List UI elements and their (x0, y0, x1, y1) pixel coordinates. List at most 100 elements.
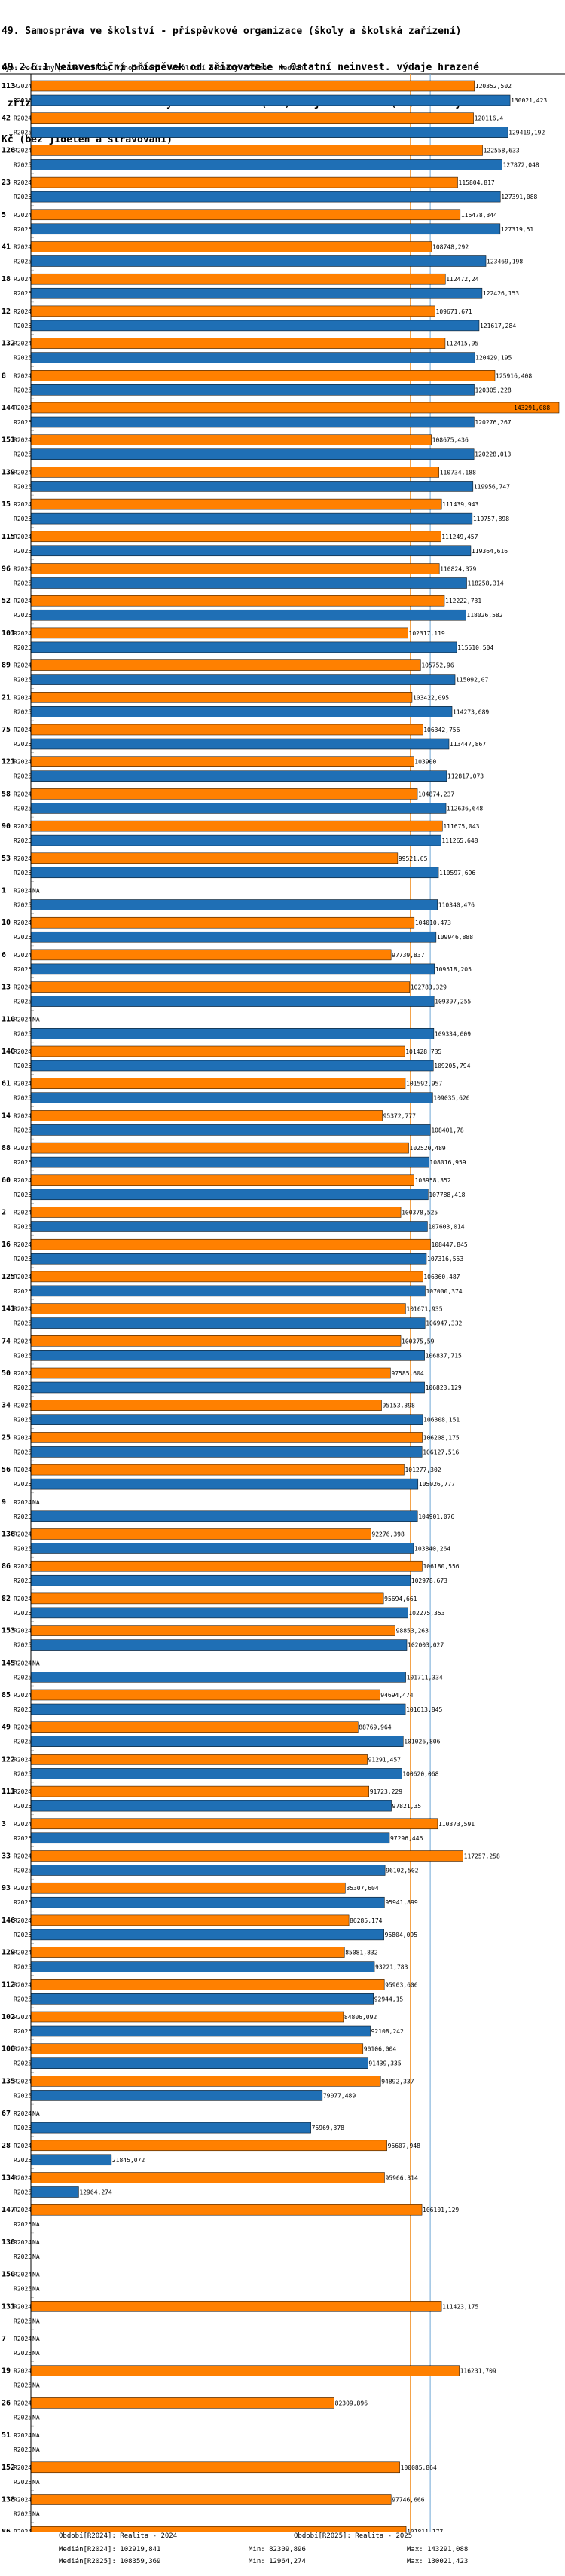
series-label: R2025 (14, 1546, 32, 1553)
value-label: 116478,344 (461, 212, 497, 219)
category-label: 129 (2, 1949, 15, 1957)
bar-2025 (30, 834, 441, 846)
value-label: 109946,888 (437, 934, 473, 941)
series-label: R2024 (14, 630, 32, 637)
series-label: R2025 (14, 773, 32, 780)
series-label: R2024 (14, 2432, 32, 2439)
bar-2024 (30, 1464, 405, 1476)
series-label: R2024 (14, 2078, 32, 2085)
value-label: 90106,004 (364, 2046, 397, 2053)
value-label: 82309,896 (335, 2400, 368, 2406)
bar-2024 (30, 1560, 423, 1572)
value-label: 91291,457 (368, 1756, 402, 1763)
na-label: NA (32, 2446, 40, 2453)
value-label: 94694,474 (380, 1692, 414, 1699)
series-label: R2025 (14, 1835, 32, 1842)
category-label: 53 (2, 855, 11, 863)
bar-2025 (30, 1189, 429, 1201)
value-label: 102783,329 (411, 984, 447, 991)
value-label: 110824,379 (440, 566, 476, 573)
category-label: 85 (2, 1691, 11, 1699)
series-label: R2025 (14, 2157, 32, 2164)
series-label: R2024 (14, 341, 32, 347)
value-label: 111265,648 (441, 837, 478, 844)
value-label: 12964,274 (79, 2189, 112, 2196)
value-label: 127872,048 (503, 161, 539, 168)
value-label: 103900 (414, 759, 436, 766)
value-label: 122558,633 (484, 147, 520, 154)
category-label: 131 (2, 2302, 15, 2311)
bar-2025 (30, 2025, 371, 2037)
value-label: 119364,616 (472, 548, 508, 555)
series-label: R2024 (14, 1145, 32, 1152)
bar-2024 (30, 2461, 400, 2474)
value-label: 123469,198 (487, 259, 523, 265)
value-label: 104010,473 (415, 919, 451, 926)
series-label: R2025 (14, 966, 32, 973)
bar-2024 (30, 2301, 442, 2312)
na-label: NA (32, 2239, 40, 2246)
bar-2024 (30, 402, 560, 414)
series-label: R2025 (14, 1224, 32, 1231)
series-label: R2024 (14, 662, 32, 669)
series-label: R2025 (14, 1706, 32, 1713)
bar-2025 (30, 223, 501, 235)
bar-2024 (30, 2043, 364, 2054)
bar-2025 (30, 1865, 386, 1876)
bar-2025 (30, 191, 501, 203)
category-label: 147 (2, 2206, 15, 2214)
series-label: R2024 (14, 212, 32, 219)
series-label: R2024 (14, 1821, 32, 1828)
bar-2024 (30, 305, 435, 317)
na-label: NA (32, 2432, 40, 2439)
series-label: R2025 (14, 1996, 32, 2002)
series-label: R2024 (14, 1724, 32, 1731)
category-label: 34 (2, 1402, 11, 1410)
category-label: 67 (2, 2109, 11, 2118)
series-label: R2025 (14, 194, 32, 200)
bar-2025 (30, 1800, 392, 1812)
series-label: R2024 (14, 566, 32, 573)
category-label: 90 (2, 822, 11, 831)
category-label: 101 (2, 629, 15, 638)
series-label: R2024 (14, 2272, 32, 2278)
series-label: R2024 (14, 1595, 32, 1602)
bar-2024 (30, 1754, 368, 1765)
bar-2024 (30, 659, 421, 671)
category-label: 26 (2, 2399, 11, 2407)
series-label: R2024 (14, 2497, 32, 2504)
category-label: 125 (2, 1273, 15, 1281)
series-label: R2024 (14, 501, 32, 508)
value-label: 111675,043 (443, 823, 479, 830)
value-label: 99521,65 (399, 855, 428, 862)
value-label: 110734,188 (440, 469, 476, 476)
value-label: 95941,899 (385, 1899, 418, 1906)
bar-2024 (30, 1142, 409, 1154)
series-label: R2024 (14, 1016, 32, 1023)
series-label: R2024 (14, 1756, 32, 1763)
category-label: 138 (2, 2496, 15, 2504)
series-label: R2025 (14, 2286, 32, 2293)
bar-2024 (30, 338, 446, 349)
series-label: R2025 (14, 1159, 32, 1166)
bar-2024 (30, 1367, 391, 1379)
value-label: 120305,228 (475, 387, 512, 393)
series-label: R2024 (14, 534, 32, 540)
category-label: 93 (2, 1884, 11, 1892)
category-label: 16 (2, 1241, 11, 1249)
category-label: 58 (2, 790, 11, 798)
value-label: 106837,715 (426, 1352, 462, 1359)
title-line: 49. Samospráva ve školství - příspěvkové… (2, 26, 462, 37)
value-label: 105026,777 (419, 1481, 455, 1488)
value-label: 101811,177 (407, 2529, 443, 2532)
bar-2024 (30, 2494, 392, 2505)
series-label: R2024 (14, 2368, 32, 2375)
series-label: R2025 (14, 1417, 32, 1424)
title-line: 49.2.6.1 Neinvestiční příspěvek od zřizo… (2, 62, 479, 73)
bar-2024 (30, 531, 441, 543)
value-label: 108401,78 (431, 1127, 464, 1134)
bar-2025 (30, 931, 437, 943)
footer-min-2024: Min: 82309,896 (249, 2546, 306, 2553)
series-label: R2024 (14, 179, 32, 186)
category-label: 100 (2, 2045, 15, 2054)
